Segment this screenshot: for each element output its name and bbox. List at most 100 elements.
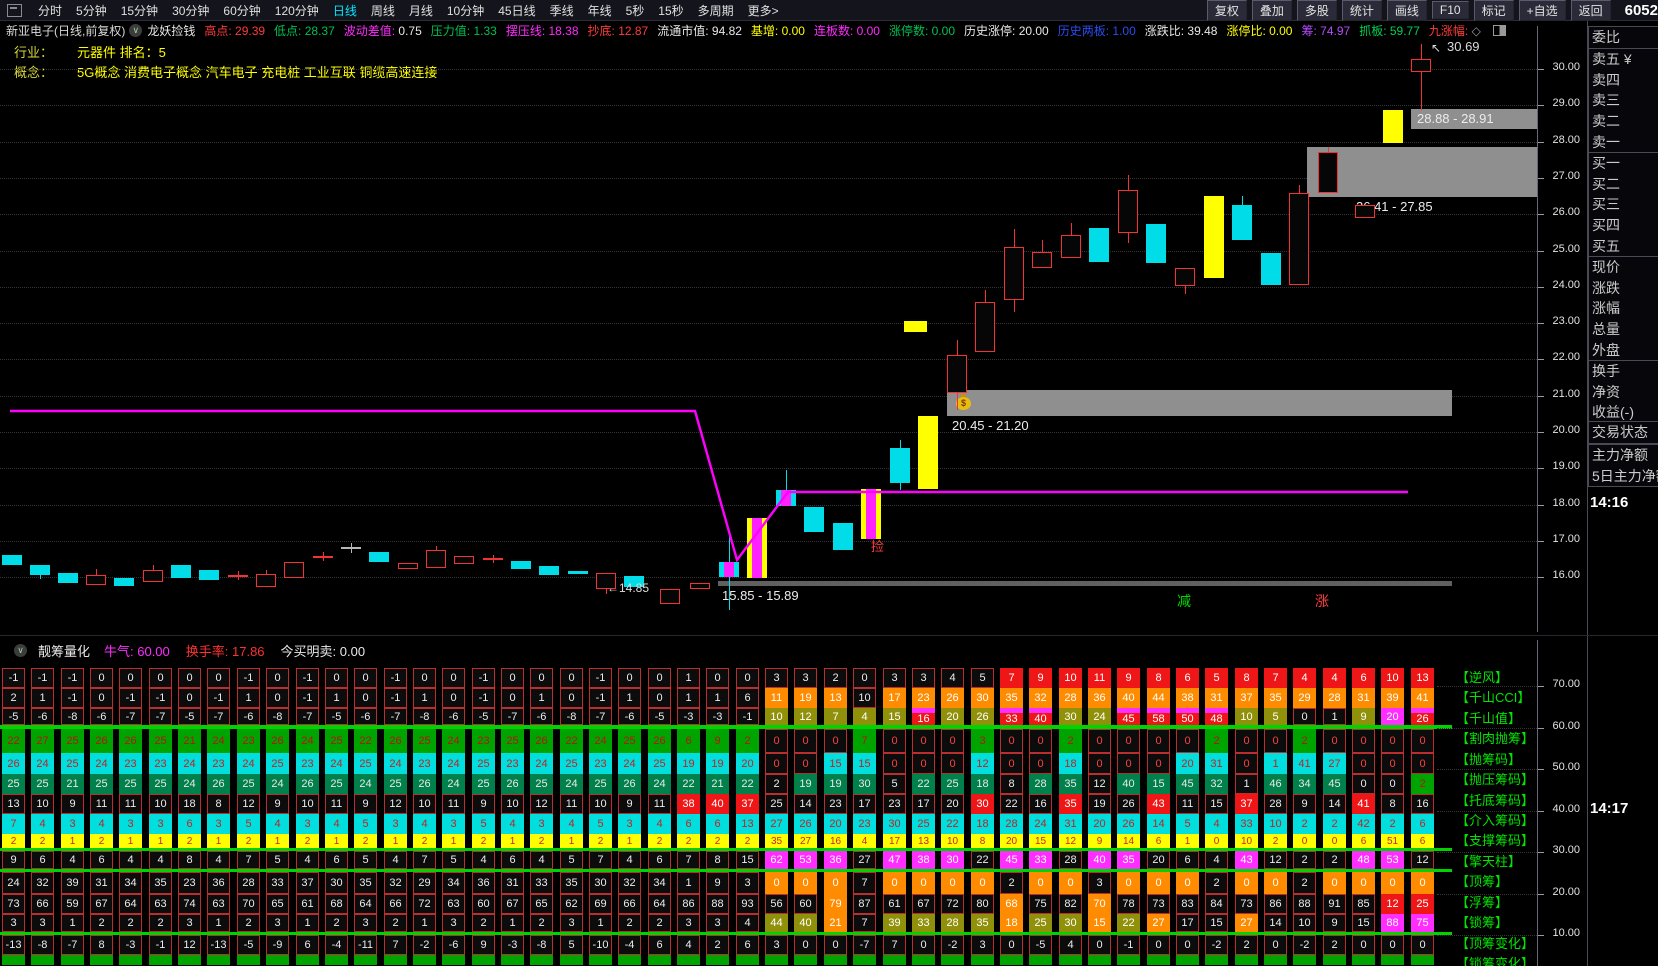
grid-cell: 40 (1029, 708, 1052, 725)
indicator-axis-label: 60.00 (1552, 720, 1580, 732)
grid-cell: 1 (266, 834, 289, 848)
grid-cell: -6 (354, 708, 377, 725)
price-axis-label: 17.00 (1552, 533, 1580, 545)
chart-plot-area[interactable] (0, 84, 1537, 632)
candle-wick (1128, 175, 1129, 190)
orderbook-group-1: 委比 (1588, 26, 1658, 49)
grid-cell: 67 (90, 894, 113, 914)
period-tab-15[interactable]: 15秒 (658, 3, 684, 18)
period-tab-8[interactable]: 周线 (370, 3, 395, 18)
grid-cell: 24 (207, 729, 230, 753)
grid-cell: 16 (1029, 794, 1052, 814)
period-tab-13[interactable]: 年线 (587, 3, 612, 18)
info-field-value: 18.38 (548, 24, 579, 38)
grid-cell: 15 (1205, 794, 1228, 814)
period-tab-16[interactable]: 多周期 (697, 3, 734, 18)
grid-cell: 10 (1381, 668, 1404, 688)
grid-cell: 1 (560, 834, 583, 848)
grid-cell: 40 (1117, 774, 1140, 794)
grid-cell: 23 (237, 729, 260, 753)
chevron-circle-icon[interactable]: ∨ (14, 644, 27, 657)
period-tab-11[interactable]: 45日线 (498, 3, 536, 18)
grid-cell: 11 (119, 794, 142, 814)
period-tab-10[interactable]: 10分钟 (446, 3, 485, 18)
period-tab-9[interactable]: 月线 (408, 3, 433, 18)
grid-cell: 3 (971, 729, 994, 753)
period-tab-2[interactable]: 5分钟 (76, 3, 107, 18)
grid-cell: 9 (61, 794, 84, 814)
price-axis-label: 25.00 (1552, 243, 1580, 255)
grid-cell: 12 (794, 708, 817, 725)
grid-cell: 8 (1000, 774, 1023, 794)
grid-cell: 74 (178, 894, 201, 914)
period-tab-17[interactable]: 更多> (747, 3, 779, 18)
grid-cell: 1 (61, 834, 84, 848)
period-tab-3[interactable]: 15分钟 (120, 3, 159, 18)
grid-cell: 9 (1117, 668, 1140, 688)
toolbar-button-4[interactable]: 统计 (1341, 0, 1382, 21)
period-tab-5[interactable]: 60分钟 (223, 3, 261, 18)
orderbook-group-6: 交易状态 (1588, 421, 1658, 444)
grid-cell: 0 (883, 753, 906, 774)
indicator-legend-item: 【割肉抛筹】 (1456, 731, 1535, 746)
grid-cell: 0 (941, 872, 964, 894)
period-tab-1[interactable]: 分时 (38, 3, 63, 18)
grid-cell: 8 (1381, 794, 1404, 814)
grid-cell: 6 (648, 851, 671, 869)
period-tab-7[interactable]: 日线 (332, 3, 357, 18)
grid-cell: 0 (119, 668, 142, 688)
grid-cell: 4 (119, 851, 142, 869)
toolbar-button-9[interactable]: 返回 (1570, 0, 1611, 21)
grid-cell: 4 (1323, 668, 1346, 688)
grid-cell: 31 (1352, 688, 1375, 708)
orderbook-group-4: 现价 涨跌 涨幅 总量 外盘 (1588, 256, 1658, 362)
period-tab-14[interactable]: 5秒 (625, 3, 645, 18)
candle-wick (1421, 44, 1422, 59)
grid-cell: 4 (384, 851, 407, 869)
grid-cell: 0 (354, 688, 377, 708)
window-icon[interactable] (7, 3, 22, 17)
grid-cell: -7 (149, 708, 172, 725)
grid-cell: -1 (2, 668, 25, 688)
period-tab-6[interactable]: 120分钟 (274, 3, 319, 18)
grid-cell: 37 (1235, 794, 1258, 814)
toolbar-button-8[interactable]: +自选 (1518, 0, 1566, 21)
toolbar-button-2[interactable]: 叠加 (1251, 0, 1292, 21)
info-field-6: 抄底: 12.87 (588, 22, 649, 39)
grid-cell: 0 (1352, 753, 1375, 774)
toolbar-button-3[interactable]: 多股 (1296, 0, 1337, 21)
grid-cell: -3 (706, 708, 729, 725)
orderbook-label: 主力净额 (1592, 447, 1648, 463)
grid-cell: 2 (1323, 851, 1346, 869)
candle-wick (900, 483, 901, 490)
grid-cell: 65 (266, 894, 289, 914)
candlestick (1175, 268, 1195, 286)
chevron-down-icon[interactable]: ∨ (129, 24, 143, 37)
info-field-label: 历史两板: (1057, 24, 1113, 38)
grid-cell: -1 (296, 688, 319, 708)
grid-cell: 26 (941, 688, 964, 708)
grid-cell: 40 (706, 794, 729, 814)
grid-cell: -5 (648, 708, 671, 725)
info-field-label: 基增: (750, 24, 782, 38)
indicator-axis-label: 20.00 (1552, 886, 1580, 898)
candlestick (947, 355, 967, 393)
toolbar-button-6[interactable]: F10 (1431, 1, 1469, 19)
period-tab-4[interactable]: 30分钟 (172, 3, 210, 18)
panel-toggle-icon[interactable] (1492, 25, 1506, 36)
toolbar-button-7[interactable]: 标记 (1473, 0, 1514, 21)
grid-cell: -6 (618, 708, 641, 725)
candlestick (1061, 235, 1081, 258)
info-field-label: 涨跌比: (1144, 24, 1188, 38)
period-tab-12[interactable]: 季线 (549, 3, 574, 18)
toolbar-button-1[interactable]: 复权 (1206, 0, 1247, 21)
grid-cell: 3 (765, 668, 788, 688)
gridline (0, 178, 1537, 179)
toolbar-button-5[interactable]: 画线 (1386, 0, 1427, 21)
candlestick (86, 575, 106, 585)
grid-cell: 6 (178, 814, 201, 834)
indicator-plot-area[interactable] (0, 660, 1437, 966)
grid-cell: 0 (1381, 753, 1404, 774)
info-field-13: 涨跌比: 39.48 (1145, 22, 1218, 39)
grid-cell: 18 (178, 794, 201, 814)
